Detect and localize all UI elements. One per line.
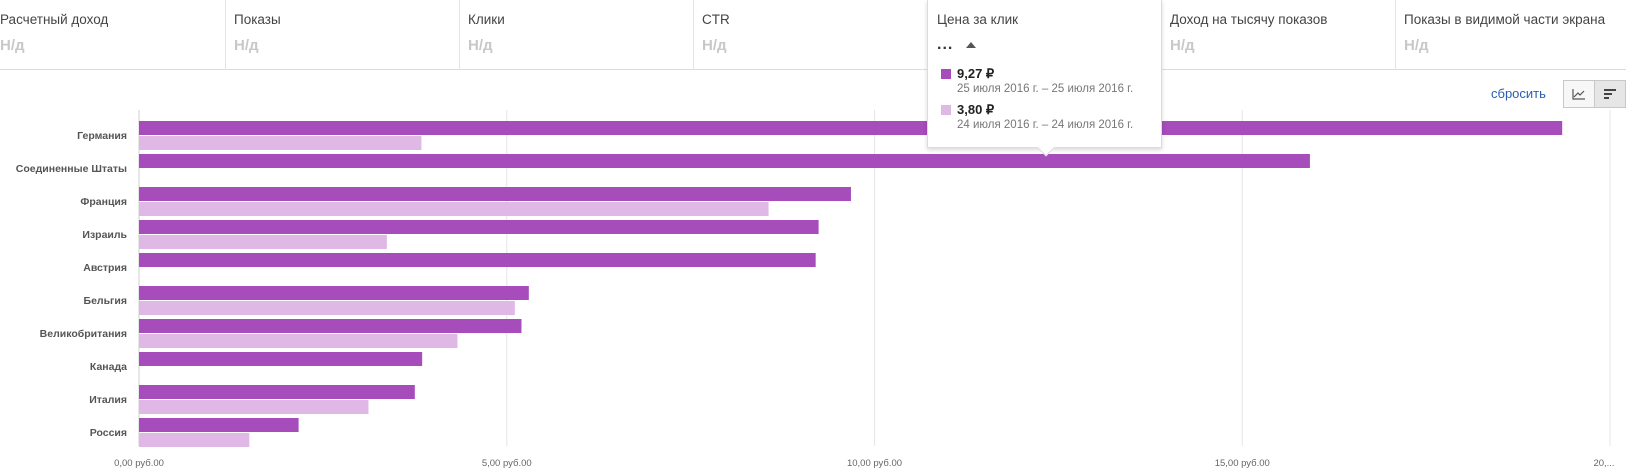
metric-rpm[interactable]: Доход на тысячу показов Н/д [1162,0,1396,70]
bar [139,136,422,150]
bar [139,154,1310,168]
popup-title: Цена за клик [937,12,1019,27]
metric-impressions[interactable]: Показы Н/д [226,0,460,70]
category-label: Великобритания [40,328,127,340]
metric-label: Расчетный доход [0,12,109,27]
bar [139,334,458,348]
popup-entry-value: 9,27 ₽ [957,66,995,81]
category-label: Франция [80,196,127,208]
x-tick-label: 10,00 руб.00 [847,458,902,469]
legend-swatch [941,105,951,115]
bar [139,418,299,432]
popup-entry-value: 3,80 ₽ [957,102,995,117]
metric-label: Доход на тысячу показов [1170,12,1328,27]
bar [139,202,769,216]
popup-entry-dates: 25 июля 2016 г. – 25 июля 2016 г. [957,83,1134,95]
bar [139,121,1563,135]
line-view-button[interactable] [1563,80,1595,108]
reset-link[interactable]: сбросить [1491,86,1546,101]
metrics-bar: Расчетный доход Н/д Показы Н/д Клики Н/д… [0,0,1626,70]
popup-value-placeholder: ... [937,36,954,53]
metric-viewable-impressions[interactable]: Показы в видимой части экрана Н/д [1396,0,1626,70]
metric-label: Показы [234,12,281,27]
bar [139,253,816,267]
metric-ctr[interactable]: CTR Н/д [694,0,928,70]
metric-label: Клики [468,12,505,27]
bar [139,220,819,234]
bar [139,385,415,399]
bar [139,400,369,414]
bar-chart: 0,00 руб.00 5,00 руб.00 10,00 руб.00 15,00 … [16,110,1615,469]
bar [139,433,250,447]
category-label: Германия [77,130,127,142]
metric-value: Н/д [468,37,493,54]
metric-value: Н/д [1404,37,1429,54]
metric-value: Н/д [234,37,259,54]
metric-clicks[interactable]: Клики Н/д [460,0,694,70]
caret-up-icon[interactable] [966,42,976,48]
x-tick-label: 15,00 руб.00 [1215,458,1270,469]
category-label: Соединенные Штаты [16,163,127,175]
bar [139,187,851,201]
metric-value: Н/д [702,37,727,54]
x-tick-label: 0,00 руб.00 [114,458,164,469]
category-label: Бельгия [84,295,127,307]
bar-view-button[interactable] [1594,80,1626,108]
popup-entry-dates: 24 июля 2016 г. – 24 июля 2016 г. [957,119,1134,131]
category-label: Австрия [83,262,127,274]
line-chart-icon [1572,89,1585,100]
metric-value: Н/д [0,37,25,54]
x-tick-label: 20,... [1593,458,1614,469]
bar [139,352,423,366]
legend-swatch [941,69,951,79]
bar-chart-icon [1604,89,1616,99]
x-tick-label: 5,00 руб.00 [482,458,532,469]
metric-estimated-revenue[interactable]: Расчетный доход Н/д [0,0,226,70]
category-label: Канада [90,361,127,373]
bar [139,319,522,333]
metric-label: Показы в видимой части экрана [1404,12,1606,27]
category-label: Россия [90,427,127,439]
category-label: Израиль [82,229,127,241]
metric-value: Н/д [1170,37,1195,54]
category-label: Италия [89,394,127,406]
bar [139,286,529,300]
metric-cpc-popup[interactable]: Цена за клик ... 9,27 ₽ 25 июля 2016 г. … [927,0,1162,157]
bar [139,235,387,249]
metric-label: CTR [702,12,730,27]
bar [139,301,515,315]
